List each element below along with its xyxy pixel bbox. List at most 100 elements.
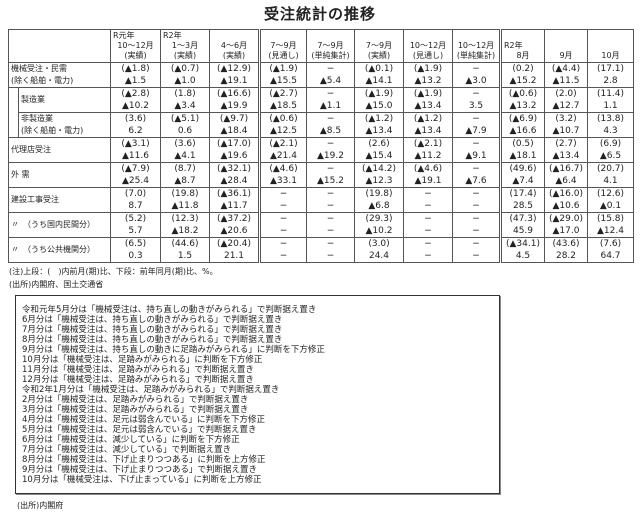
table-row: 〃 （うち公共機関分） (6.5) 0.3 (44.6) 1.5 (▲20.4) 21.1 −… [8,237,634,263]
month-over-month-value: (▲4.4) [551,64,581,74]
year-over-year-value: − [279,226,288,236]
year-over-year-value: ▲19.1 [220,76,248,86]
data-cell: (▲1.8) ▲1.5 [110,62,161,88]
year-over-year-value: − [424,201,432,211]
data-cell: (▲34.1) 4.5 [500,237,545,263]
row-label-main: 代理店受注 [11,145,51,154]
month-over-month-value: (▲5.1) [170,114,200,124]
month-over-month-value: − [472,64,480,74]
month-over-month-value: − [326,214,335,224]
year-over-year-value: 21.1 [223,251,245,261]
column-year [546,41,587,51]
judgment-line: 9月分は「機械受注は、持ち直しの動きに足踏みがみられる」に判断を下方修正 [22,345,325,355]
column-year [261,31,306,41]
year-over-year-value: ▲25.4 [122,176,149,186]
data-cell: (▲37.2) ▲20.6 [209,212,261,238]
month-over-month-value: − [326,89,335,99]
column-year: R2年 [504,41,523,50]
data-cell: (▲0.6) ▲12.5 [259,112,307,138]
judgment-line: 8月分は「機械受注は、下げ止まりつつある」に判断を上方修正 [22,455,266,465]
year-over-year-value: ▲7.6 [465,176,487,186]
data-cell: − − [306,237,355,263]
year-over-year-value: ▲18.4 [220,126,248,136]
row-label: 代理店受注 [8,137,111,163]
judgment-line: 令和元年5月分は「機械受注は、持ち直しの動きがみられる」で判断据え置き [22,305,317,315]
year-over-year-value: 3.5 [468,101,484,111]
month-over-month-value: − [424,214,432,224]
data-cell: − − [306,212,355,238]
judgment-line: 10月分は「機械受注は、下げ止まっている」に判断を上方修正 [22,475,262,485]
judgment-line: 9月分は「機械受注は、下げ止まりつつある」で判断据え置き [22,465,257,475]
year-over-year-value: ▲11.7 [220,201,248,211]
year-over-year-value: 1.1 [603,101,618,111]
data-cell: (49.6) ▲7.4 [500,162,545,188]
column-header: 7〜9月 (単純集計) [306,29,355,63]
year-over-year-value: − [279,251,288,261]
column-period: 7〜9月 [270,41,297,50]
year-over-year-value: ▲11.8 [171,201,199,211]
year-over-year-value: − [424,251,432,261]
data-cell: (3.6) 6.2 [110,112,161,138]
year-over-year-value: ▲14.1 [365,76,393,86]
year-over-year-value: ▲19.9 [220,101,248,111]
month-over-month-value: (▲0.1) [364,64,394,74]
month-over-month-value: (0.2) [512,64,534,74]
data-cell: (▲16.0) ▲10.6 [544,187,588,213]
data-cell: (▲0.7) ▲1.0 [160,62,210,88]
column-kind: (実績) [173,51,197,60]
data-cell: (▲14.2) ▲12.3 [354,162,404,188]
month-over-month-value: − [326,189,335,199]
month-over-month-value: (20.7) [596,164,625,174]
data-cell: − ▲1.1 [306,87,355,113]
column-header: 4〜6月 (実績) [209,29,261,63]
year-over-year-value: 64.7 [600,251,621,261]
table-row: 非製造業 (除く船舶・電力) (3.6) 6.2 (▲5.1) 0.6 (▲9.7) ▲18.… [8,112,634,138]
row-label: 建設工事受注 [8,187,111,213]
data-cell: (17.1) 2.8 [587,62,634,88]
data-cell: − − [403,237,453,263]
year-over-year-value: ▲15.2 [509,76,537,86]
column-period: 7〜9月 [317,41,344,50]
month-over-month-value: (3.6) [124,114,147,124]
data-cell: (47.3) 45.9 [500,212,545,238]
year-over-year-value: ▲11.5 [552,76,580,86]
year-over-year-value: ▲10.6 [552,201,580,211]
year-over-year-value: 8.7 [128,201,143,211]
month-over-month-value: (2.6) [368,139,390,149]
column-period: 9月 [559,51,573,60]
month-over-month-value: (▲12.9) [217,64,251,74]
month-over-month-value: (19.8) [171,189,199,199]
data-cell: − ▲7.9 [452,112,502,138]
data-cell: (▲9.7) ▲18.4 [209,112,261,138]
year-over-year-value: ▲15.0 [365,101,393,111]
month-over-month-value: (▲0.6) [508,89,538,99]
row-label: 外 需 [8,162,111,188]
judgment-line: 8月分は「機械受注は、持ち直しの動きがみられる」で判断据え置き [22,335,283,345]
column-year [405,31,452,41]
year-over-year-value: ▲13.4 [365,126,393,136]
column-period: 4〜6月 [220,41,248,50]
data-cell: (5.2) 5.7 [110,212,161,238]
month-over-month-value: (▲3.1) [121,139,150,149]
month-over-month-value: (▲2.1) [413,139,443,149]
year-over-year-value: ▲8.7 [174,176,196,186]
month-over-month-value: (7.0) [124,189,147,199]
year-over-year-value: ▲18.5 [270,101,297,111]
data-cell: − − [403,212,453,238]
year-over-year-value: ▲18.1 [509,151,537,161]
year-over-year-value: 4.5 [515,251,531,261]
year-over-year-value: ▲17.0 [552,226,580,236]
judgment-list: 令和元年5月分は「機械受注は、持ち直しの動きがみられる」で判断据え置き 6月分は「… [22,305,493,485]
data-cell: (▲17.0) ▲19.6 [209,137,261,163]
column-kind: (実績) [124,51,147,60]
column-header: R2年 8月 [500,29,545,63]
year-over-year-value: ▲1.0 [174,76,196,86]
year-over-year-value: ▲8.5 [319,126,342,136]
year-over-year-value: − [279,201,288,211]
year-over-year-value: ▲13.2 [509,101,537,111]
column-year [211,31,257,41]
year-over-year-value: ▲21.4 [270,151,297,161]
month-over-month-value: (▲1.9) [413,64,443,74]
data-cell: (▲0.1) ▲14.1 [354,62,404,88]
judgment-line: 7月分は「機械受注は、持ち直しの動きがみられる」で判断据え置き [22,325,283,335]
